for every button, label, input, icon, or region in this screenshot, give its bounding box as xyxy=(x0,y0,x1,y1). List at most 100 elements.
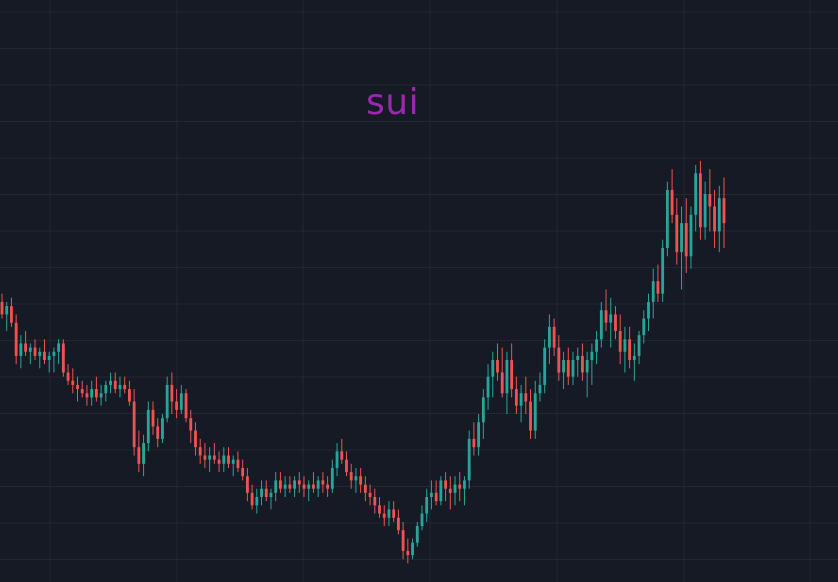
candle-body xyxy=(675,214,679,253)
candle-body xyxy=(241,467,245,477)
candle-body xyxy=(227,455,230,464)
candle-body xyxy=(684,223,688,257)
candle-body xyxy=(604,310,608,323)
candle-body xyxy=(94,389,98,398)
candle-body xyxy=(647,301,650,319)
candle-body xyxy=(722,198,726,224)
candle-body xyxy=(142,443,145,464)
candle-body xyxy=(146,409,150,444)
candle-body xyxy=(269,492,273,497)
candle-body xyxy=(477,422,481,448)
candle-body xyxy=(10,306,13,323)
candle-body xyxy=(496,360,499,373)
candle-body xyxy=(514,389,518,406)
candle-body xyxy=(680,223,683,253)
candle-body xyxy=(378,505,381,514)
candle-body xyxy=(599,310,603,340)
candle-body xyxy=(510,360,514,390)
candle-body xyxy=(80,389,84,394)
candle-body xyxy=(359,476,363,485)
candle-body xyxy=(529,401,532,431)
candle-body xyxy=(340,451,344,460)
candle-body xyxy=(245,476,249,493)
candle-body xyxy=(255,497,259,506)
candle-body xyxy=(24,343,28,352)
candle-body xyxy=(264,488,268,497)
candle-body xyxy=(665,189,669,248)
candle-body xyxy=(127,389,131,402)
candle-body xyxy=(321,480,325,485)
chart-title: sui xyxy=(366,82,420,123)
candle-body xyxy=(609,314,613,323)
candle-body xyxy=(274,480,278,493)
candle-body xyxy=(38,351,42,356)
candle-body xyxy=(500,372,504,394)
candle-body xyxy=(557,347,561,373)
candle-body xyxy=(236,459,240,468)
candle-body xyxy=(57,343,61,352)
candle-body xyxy=(463,480,466,489)
candle-body xyxy=(481,397,485,423)
candle-body xyxy=(651,281,655,302)
candle-body xyxy=(505,360,509,394)
candle-body xyxy=(151,409,155,427)
candle-body xyxy=(519,393,523,406)
candle-body xyxy=(14,322,18,356)
candle-body xyxy=(406,550,410,556)
candle-body xyxy=(354,476,358,481)
candle-body xyxy=(260,488,263,497)
candle-body xyxy=(689,214,693,257)
candle-body xyxy=(293,480,296,489)
candle-body xyxy=(708,194,712,207)
candle-body xyxy=(434,492,438,502)
candle-body xyxy=(0,301,4,315)
candle-body xyxy=(76,384,79,390)
candle-body xyxy=(208,455,212,460)
candle-body xyxy=(562,360,565,373)
candle-body xyxy=(156,426,160,439)
candle-body xyxy=(581,355,584,373)
candle-body xyxy=(194,430,197,448)
candle-body xyxy=(524,393,528,402)
candle-body xyxy=(19,343,23,356)
candle-body xyxy=(137,447,141,464)
candle-body xyxy=(396,517,400,531)
candle-body xyxy=(297,480,301,485)
candle-body xyxy=(71,380,75,385)
candle-body xyxy=(61,343,65,373)
candle-body xyxy=(656,281,660,294)
candle-body xyxy=(382,513,386,518)
candle-body xyxy=(345,459,348,473)
candle-body xyxy=(28,347,32,352)
candle-body xyxy=(444,480,447,489)
candle-body xyxy=(132,401,136,448)
candle-body xyxy=(170,384,174,402)
candle-body xyxy=(217,459,221,464)
candle-body xyxy=(165,384,169,419)
candle-body xyxy=(632,355,636,361)
candle-body xyxy=(717,198,721,232)
candle-body xyxy=(411,542,414,556)
candle-body xyxy=(472,438,476,448)
candle-body xyxy=(118,384,122,390)
candle-body xyxy=(109,380,112,385)
candle-body xyxy=(330,467,334,489)
candle-body xyxy=(198,447,202,456)
candle-body xyxy=(222,455,226,464)
candle-body xyxy=(231,459,235,464)
candle-body xyxy=(694,173,698,215)
candle-body xyxy=(566,360,570,377)
candle-body xyxy=(392,509,396,518)
candle-body xyxy=(302,484,306,489)
candle-body xyxy=(335,451,339,468)
candle-body xyxy=(458,484,462,489)
candle-body xyxy=(552,326,556,348)
candle-body xyxy=(279,480,282,489)
candle-body xyxy=(179,393,183,410)
candle-body xyxy=(585,360,589,373)
candle-body xyxy=(571,360,575,377)
candle-body xyxy=(415,526,419,543)
candle-body xyxy=(637,335,641,356)
candle-body xyxy=(33,347,37,356)
candle-body xyxy=(439,480,443,502)
